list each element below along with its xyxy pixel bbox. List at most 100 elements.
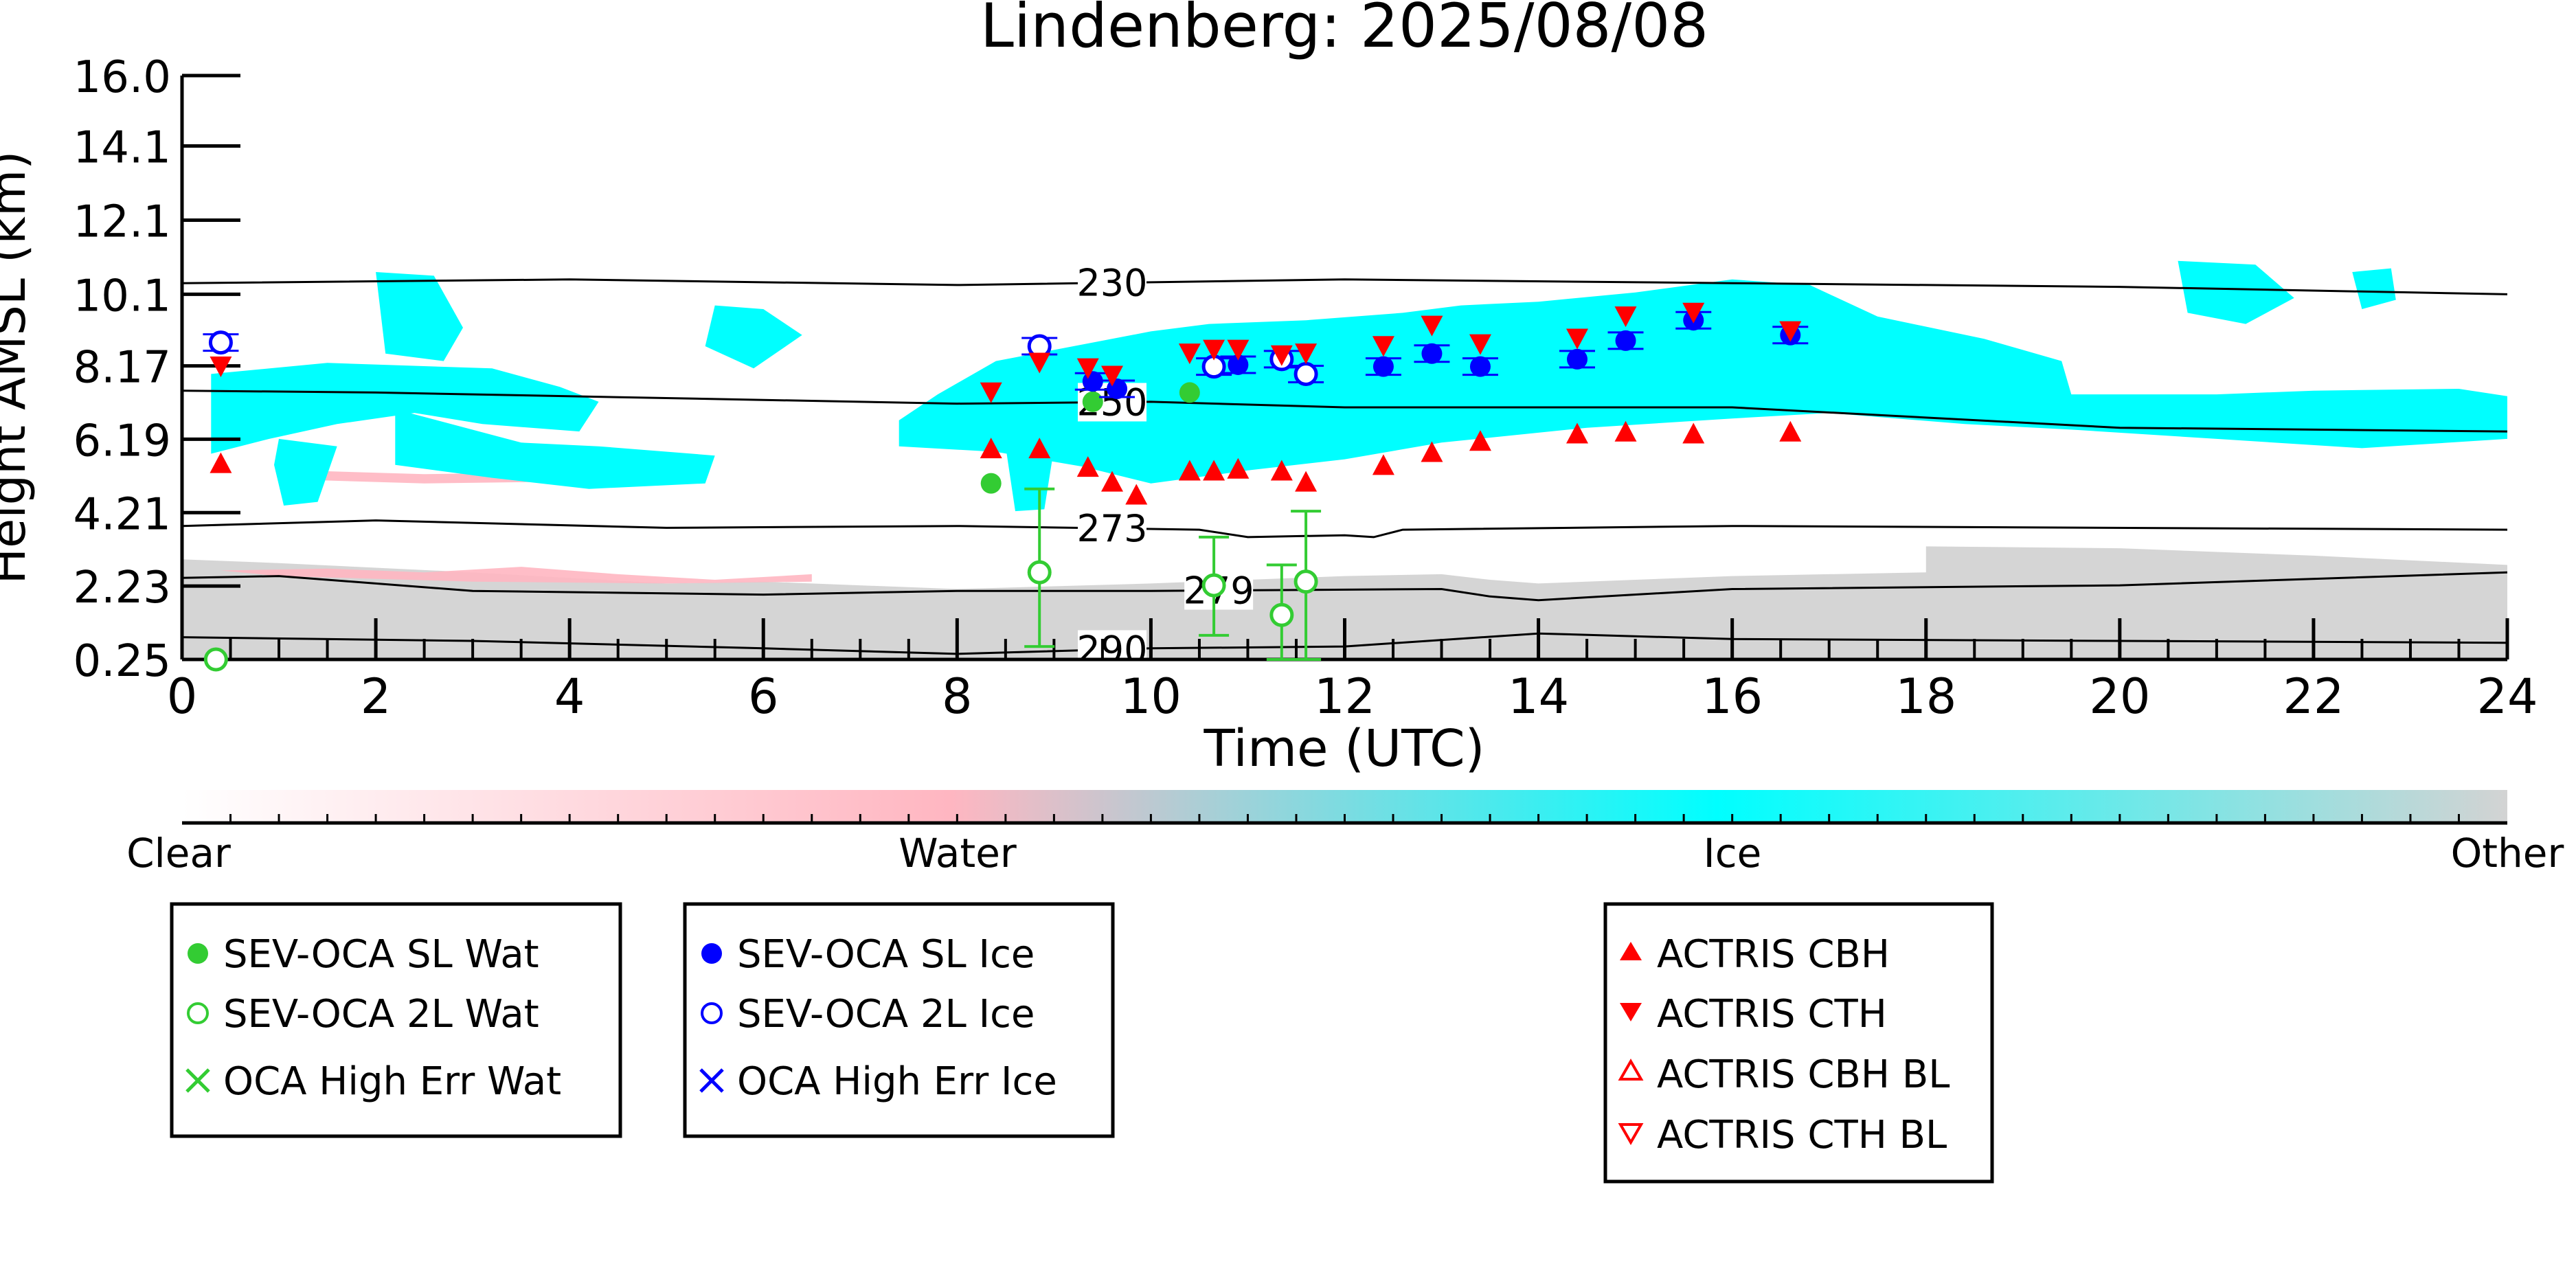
y-tick-label: 6.19	[74, 416, 172, 466]
colorbar-label-water: Water	[899, 830, 1017, 877]
colorbar-label-clear: Clear	[126, 830, 231, 877]
legend-label-cbh: ACTRIS CBH	[1657, 932, 1890, 977]
actris-cbh-point	[1779, 420, 1802, 442]
actris-cth-point	[1028, 352, 1051, 374]
x-tick-label: 6	[748, 668, 779, 725]
actris-cth-point	[1101, 365, 1123, 387]
legend-actris: ACTRIS CBH ACTRIS CTH ACTRIS CBH BL ACTR…	[1603, 902, 1994, 1184]
legend-marker-higherr-ice	[699, 1068, 724, 1093]
y-tick-label: 0.25	[74, 636, 172, 687]
actris-cbh-point	[1295, 471, 1318, 492]
legend-label-cth: ACTRIS CTH	[1657, 992, 1887, 1037]
x-tick-label: 0	[167, 668, 198, 725]
actris-cbh-point	[1469, 430, 1491, 451]
ice-fallstreak-main	[1005, 446, 1054, 512]
legend-marker-cth-bl	[1618, 1123, 1644, 1146]
legend-label-sl-wat: SEV-OCA SL Wat	[223, 932, 539, 977]
legend-ice: SEV-OCA SL Ice SEV-OCA 2L Ice OCA High E…	[683, 902, 1115, 1138]
sev-oca-sl-ice-point	[1372, 356, 1394, 377]
sev-oca-sl-ice-point	[1469, 356, 1491, 377]
actris-cth-point	[210, 356, 232, 377]
y-tick-label: 12.1	[74, 196, 172, 247]
actris-cth-point	[1421, 315, 1443, 337]
x-tick-label: 10	[1120, 668, 1182, 725]
actris-cbh-point	[1028, 438, 1051, 459]
actris-cth-point	[1270, 345, 1293, 366]
x-tick-label: 18	[1895, 668, 1956, 725]
actris-cth-point	[980, 382, 1002, 403]
contour-line	[182, 571, 2507, 602]
actris-cth-point	[1682, 302, 1705, 324]
sev-oca-sl-wat-point	[980, 473, 1002, 494]
legend-label-cbh-bl: ACTRIS CBH BL	[1657, 1052, 1950, 1097]
actris-cbh-point	[1421, 441, 1443, 462]
legend-label-2l-wat: SEV-OCA 2L Wat	[223, 992, 539, 1037]
legend-marker-sl-ice	[701, 943, 722, 964]
x-tick-label: 14	[1508, 668, 1569, 725]
legend-marker-higherr-wat	[185, 1068, 210, 1093]
contour-label: 273	[1076, 507, 1147, 550]
actris-cth-point	[1203, 339, 1225, 361]
x-tick-label: 8	[942, 668, 973, 725]
sev-oca-2l-wat-point	[203, 647, 228, 672]
x-tick-label: 12	[1314, 668, 1375, 725]
sev-oca-sl-ice-point	[1421, 343, 1443, 364]
ice-cloud-early	[211, 363, 599, 454]
x-tick-label: 22	[2283, 668, 2344, 725]
contour-label: 230	[1076, 262, 1147, 305]
actris-cth-point	[1295, 343, 1318, 365]
sev-oca-sl-ice-point	[1567, 348, 1588, 370]
actris-cbh-point	[980, 438, 1002, 459]
chart-title: Lindenberg: 2025/08/08	[980, 0, 1708, 61]
actris-cbh-point	[1270, 460, 1293, 481]
x-tick-label: 2	[361, 668, 392, 725]
actris-cbh-point	[1614, 420, 1637, 442]
actris-cbh-point	[1566, 422, 1588, 444]
y-axis-label: Height AMSL (km)	[0, 151, 36, 585]
contour-line	[182, 389, 2507, 433]
x-tick-label: 4	[554, 668, 585, 725]
actris-cth-point	[1178, 343, 1201, 365]
contour-label: 290	[1076, 628, 1147, 671]
sev-oca-2l-wat-point	[1027, 560, 1052, 585]
actris-cth-point	[1227, 339, 1250, 361]
actris-cth-point	[1469, 334, 1491, 355]
actris-cth-point	[1372, 336, 1394, 357]
sev-oca-sl-ice-point	[1615, 330, 1636, 351]
y-tick-label: 10.1	[74, 271, 172, 321]
y-tick-label: 16.0	[74, 52, 172, 103]
sev-oca-2l-wat-point	[1269, 602, 1294, 627]
ice-cloud-main	[899, 279, 2507, 484]
contour-line	[182, 278, 2507, 295]
x-tick-label: 16	[1702, 668, 1763, 725]
actris-cbh-point	[210, 452, 232, 473]
colorbar-label-ice: Ice	[1704, 830, 1762, 877]
x-tick-label: 20	[2089, 668, 2150, 725]
actris-cbh-point	[1203, 460, 1225, 481]
ice-cloud-cirrus-2	[705, 305, 802, 369]
observation-markers	[203, 302, 1809, 672]
legend-label-higherr-ice: OCA High Err Ice	[737, 1059, 1057, 1104]
ice-cloud-cirrus-4	[2352, 268, 2396, 309]
ice-cloud-cirrus-1	[376, 272, 463, 361]
actris-cth-point	[1076, 358, 1099, 379]
legend-water: SEV-OCA SL Wat SEV-OCA 2L Wat OCA High E…	[170, 902, 622, 1138]
y-tick-label: 4.21	[74, 489, 172, 540]
contour-line	[182, 519, 2507, 539]
actris-cbh-point	[1227, 457, 1250, 479]
sev-oca-sl-ice-point	[1228, 354, 1249, 375]
legend-marker-cth	[1620, 1003, 1642, 1021]
legend-marker-cbh-bl	[1618, 1058, 1644, 1081]
actris-cbh-point	[1372, 454, 1394, 475]
actris-cth-point	[1779, 321, 1802, 342]
actris-cbh-point	[1101, 471, 1123, 492]
y-tick-label: 14.1	[74, 123, 172, 174]
sev-oca-2l-ice-point	[208, 330, 233, 355]
ice-cloud-lower	[395, 409, 715, 489]
sev-oca-2l-wat-point	[1293, 569, 1318, 594]
legend-label-higherr-wat: OCA High Err Wat	[223, 1059, 561, 1104]
legend-marker-cbh	[1620, 942, 1642, 960]
actris-cbh-point	[1076, 456, 1099, 477]
